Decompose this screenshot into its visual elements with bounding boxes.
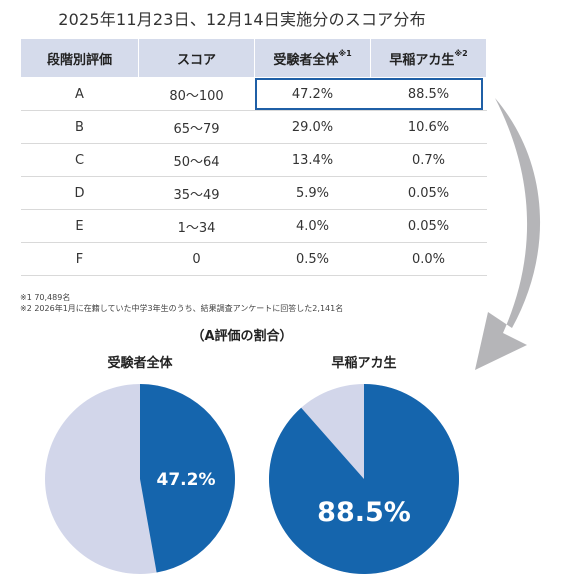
header-waseaca-students: 早稲アカ生※2: [370, 38, 487, 78]
cell-waseaca: 0.05%: [370, 176, 487, 210]
score-table: 段階別評価 スコア 受験者全体※1 早稲アカ生※2 A 80〜100 47.2% 88…: [20, 38, 487, 276]
table-row: F 0 0.5% 0.0%: [20, 242, 487, 276]
header-all-examinees: 受験者全体※1: [254, 38, 371, 78]
table-header-row: 段階別評価 スコア 受験者全体※1 早稲アカ生※2: [20, 38, 487, 78]
pie-chart-all: 47.2%: [45, 384, 236, 574]
cell-all-examinees: 4.0%: [254, 209, 371, 243]
footnote-1: ※1 70,489名: [20, 293, 71, 302]
pie-chart-waseaca: 88.5%: [269, 384, 459, 574]
table-row: D 35〜49 5.9% 0.05%: [20, 176, 487, 210]
cell-all-examinees: 0.5%: [254, 242, 371, 276]
cell-waseaca: 88.5%: [370, 77, 487, 111]
cell-all-examinees: 29.0%: [254, 110, 371, 144]
cell-waseaca: 0.0%: [370, 242, 487, 276]
cell-score: 80〜100: [138, 77, 255, 111]
note-marker-1: ※1: [338, 48, 352, 58]
cell-grade: D: [20, 176, 139, 210]
cell-score: 0: [138, 242, 255, 276]
chart-title: （A評価の割合）: [191, 329, 293, 344]
cell-all-examinees: 47.2%: [254, 77, 371, 111]
table-row: A 80〜100 47.2% 88.5%: [20, 77, 487, 111]
cell-grade: A: [20, 77, 139, 111]
cell-waseaca: 0.05%: [370, 209, 487, 243]
table-row: C 50〜64 13.4% 0.7%: [20, 143, 487, 177]
pie-value-label: 47.2%: [157, 470, 216, 490]
cell-grade: C: [20, 143, 139, 177]
pie-label-all: 受験者全体: [107, 356, 173, 371]
cell-grade: F: [20, 242, 139, 276]
cell-waseaca: 0.7%: [370, 143, 487, 177]
footnotes: ※1 70,489名 ※2 2026年1月に在籍していた中学3年生のうち、結果調…: [20, 292, 343, 314]
pie-value-label: 88.5%: [317, 497, 411, 528]
pie-slice-a-grade: [140, 384, 236, 573]
cell-grade: B: [20, 110, 139, 144]
page-title: 2025年11月23日、12月14日実施分のスコア分布: [58, 10, 426, 29]
pie-slice-a-grade: [269, 384, 459, 574]
header-score: スコア: [138, 38, 255, 78]
note-marker-2: ※2: [454, 48, 468, 58]
footnote-2: ※2 2026年1月に在籍していた中学3年生のうち、結果調査アンケートに回答した…: [20, 304, 344, 313]
cell-score: 35〜49: [138, 176, 255, 210]
arrow-body: [475, 98, 541, 370]
table-row: B 65〜79 29.0% 10.6%: [20, 110, 487, 144]
cell-score: 50〜64: [138, 143, 255, 177]
cell-score: 65〜79: [138, 110, 255, 144]
cell-all-examinees: 5.9%: [254, 176, 371, 210]
pie-label-waseaca: 早稲アカ生: [331, 356, 397, 371]
cell-all-examinees: 13.4%: [254, 143, 371, 177]
cell-score: 1〜34: [138, 209, 255, 243]
cell-grade: E: [20, 209, 139, 243]
table-row: E 1〜34 4.0% 0.05%: [20, 209, 487, 243]
cell-waseaca: 10.6%: [370, 110, 487, 144]
